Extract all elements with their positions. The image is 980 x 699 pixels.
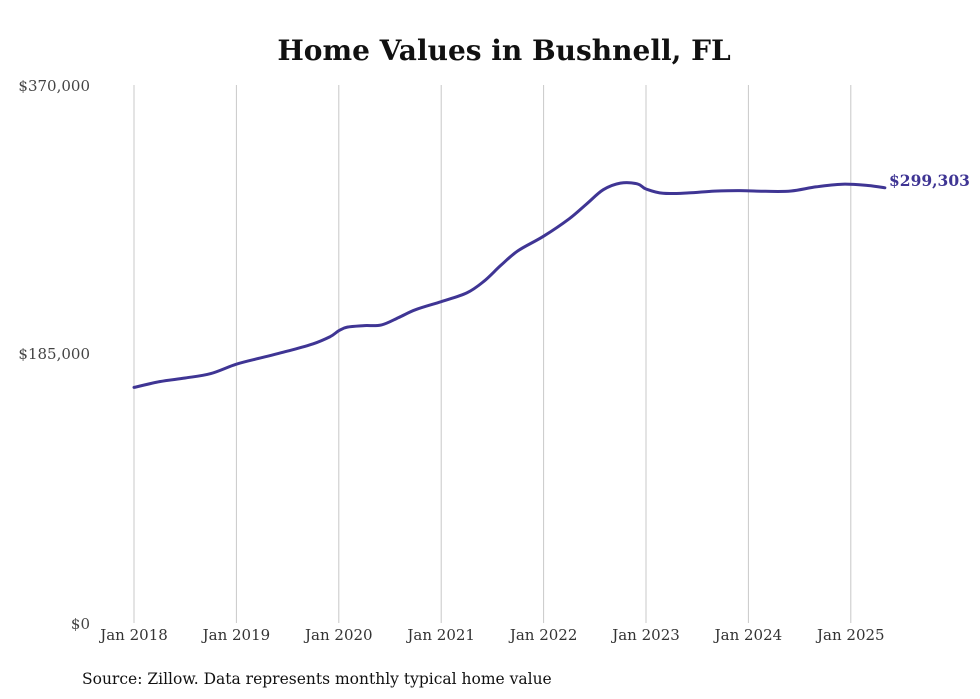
x-tick-label: Jan 2022 — [508, 626, 578, 644]
end-value-label: $299,303 — [889, 171, 970, 190]
x-tick-label: Jan 2019 — [201, 626, 271, 644]
y-tick-label: $370,000 — [18, 77, 90, 95]
source-note: Source: Zillow. Data represents monthly … — [82, 670, 552, 688]
x-tick-label: Jan 2024 — [713, 626, 783, 644]
y-tick-label: $185,000 — [18, 345, 90, 363]
x-tick-label: Jan 2023 — [610, 626, 680, 644]
x-tick-label: Jan 2020 — [303, 626, 373, 644]
series-line — [132, 181, 887, 389]
x-axis: Jan 2018 Jan 2019 Jan 2020 Jan 2021 Jan … — [98, 626, 884, 644]
chart-title: Home Values in Bushnell, FL — [277, 34, 731, 67]
x-tick-label: Jan 2018 — [98, 626, 168, 644]
grid-lines — [133, 85, 852, 623]
y-tick-label: $0 — [71, 615, 90, 633]
x-tick-label: Jan 2021 — [405, 626, 475, 644]
x-tick-label: Jan 2025 — [815, 626, 885, 644]
